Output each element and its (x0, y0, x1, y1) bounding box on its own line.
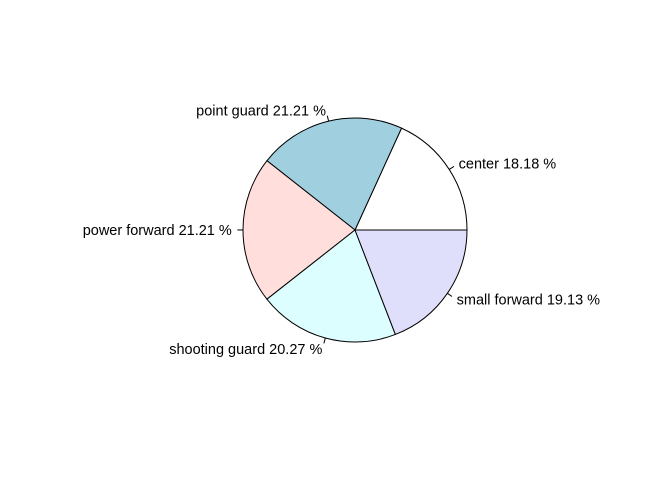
slice-label-shooting-guard: shooting guard 20.27 % (169, 342, 322, 358)
slice-label-power-forward: power forward 21.21 % (83, 223, 232, 239)
slice-label-point-guard: point guard 21.21 % (196, 103, 326, 119)
pie-slice-point-guard (266, 117, 403, 231)
label-tick-center (448, 166, 455, 170)
label-ticks-layer (237, 115, 455, 344)
label-tick-small-forward (447, 292, 453, 297)
slice-label-center: center 18.18 % (459, 156, 557, 172)
label-tick-shooting-guard (323, 337, 326, 344)
pie-slice-small-forward (354, 229, 468, 336)
labels-layer: center 18.18 % point guard 21.21 % power f… (83, 103, 600, 358)
label-tick-point-guard (326, 115, 330, 122)
slice-label-small-forward: small forward 19.13 % (457, 293, 601, 309)
pie-slice-shooting-guard (266, 229, 397, 343)
pie-slice-power-forward (242, 160, 356, 300)
pie-slice-center (354, 127, 468, 231)
slices-layer (242, 117, 468, 343)
